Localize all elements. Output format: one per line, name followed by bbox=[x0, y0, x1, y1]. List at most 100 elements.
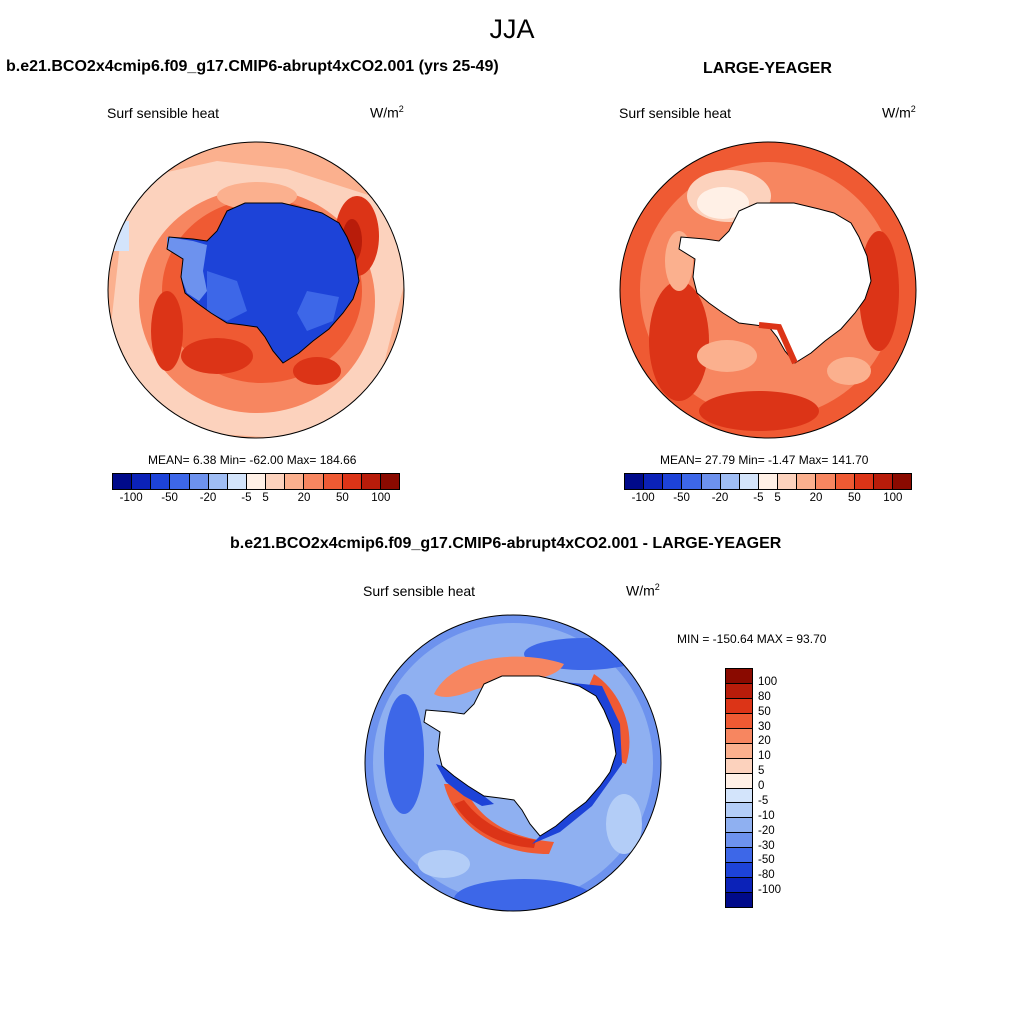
panel-2-map bbox=[619, 141, 917, 439]
panel-3-colorbar-swatch bbox=[726, 698, 752, 714]
panel-3-colorbar-tick-label: -5 bbox=[758, 794, 769, 807]
panel-2-colorbar-tick-label: 20 bbox=[809, 492, 823, 504]
panel-2-colorbar-swatch bbox=[758, 474, 779, 489]
panel-1-stats: MEAN= 6.38 Min= -62.00 Max= 184.66 bbox=[148, 453, 357, 467]
panel-2-colorbar-swatch bbox=[778, 474, 798, 489]
panel-1-colorbar-swatch bbox=[170, 474, 190, 489]
panel-3-colorbar-swatch bbox=[726, 863, 752, 879]
panel-2-colorbar-swatch bbox=[720, 474, 740, 489]
panel-1-colorbar-swatch bbox=[361, 474, 381, 489]
panel-2-variable-label: Surf sensible heat bbox=[619, 105, 732, 121]
panel-3-colorbar-swatch bbox=[726, 788, 752, 804]
panel-3-colorbar-swatch bbox=[726, 758, 752, 774]
panel-3-units: W/m2 bbox=[626, 582, 660, 599]
panel-1-title: b.e21.BCO2x4cmip6.f09_g17.CMIP6-abrupt4x… bbox=[6, 58, 499, 75]
panel-1-colorbar-swatch bbox=[342, 474, 362, 489]
panel-2-colorbar-tick-label: -5 bbox=[753, 492, 764, 504]
panel-3-colorbar-tick-label: 5 bbox=[758, 765, 765, 778]
panel-1-colorbar-tick-label: -100 bbox=[119, 492, 143, 504]
panel-2-stats: MEAN= 27.79 Min= -1.47 Max= 141.70 bbox=[660, 453, 869, 467]
panel-1-colorbar-swatch bbox=[323, 474, 343, 489]
panel-3-colorbar bbox=[725, 668, 753, 908]
panel-1-colorbar-tick-label: 50 bbox=[335, 492, 349, 504]
panel-3-colorbar-tick-label: -50 bbox=[758, 854, 775, 867]
panel-1-colorbar-tick-label: -5 bbox=[241, 492, 252, 504]
panel-1-colorbar-tick-label: 100 bbox=[371, 492, 391, 504]
panel-3-colorbar-tick-label: 0 bbox=[758, 780, 765, 792]
panel-3-colorbar-tick-label: 50 bbox=[758, 705, 771, 718]
panel-1-colorbar-swatch bbox=[285, 474, 305, 489]
panel-3-colorbar-tick-label: 30 bbox=[758, 720, 771, 733]
panel-2-colorbar-tick-label: 100 bbox=[883, 492, 903, 504]
panel-1-colorbar-swatch bbox=[227, 474, 247, 489]
panel-3-colorbar-ticks: 100 80 50 30 20 10 5 0 -5 -10 -20 -30 -50 -80 -100 bbox=[758, 668, 808, 908]
panel-3-colorbar-tick-label: 80 bbox=[758, 690, 771, 703]
panel-1-units: W/m2 bbox=[370, 104, 404, 121]
panel-2-colorbar-tick-label: 50 bbox=[847, 492, 861, 504]
panel-2-title: LARGE-YEAGER bbox=[703, 60, 832, 77]
panel-3-colorbar-swatch bbox=[726, 728, 752, 744]
panel-2-colorbar-swatch bbox=[701, 474, 721, 489]
panel-1-colorbar-swatch bbox=[266, 474, 286, 489]
panel-3-colorbar-swatch bbox=[726, 669, 752, 684]
panel-1-colorbar-ticks: -100 -50 -20 -5 5 20 50 100 bbox=[112, 492, 400, 508]
panel-2-units: W/m2 bbox=[882, 104, 916, 121]
panel-1-colorbar-tick-label: 5 bbox=[262, 492, 269, 504]
panel-2-colorbar-swatch bbox=[873, 474, 893, 489]
panel-1-colorbar-tick-label: -50 bbox=[161, 492, 178, 504]
panel-3-stats: MIN = -150.64 MAX = 93.70 bbox=[677, 632, 827, 646]
panel-3-field bbox=[365, 615, 661, 911]
panel-2-colorbar-tick-label: -50 bbox=[673, 492, 690, 504]
panel-3-colorbar-tick-label: -30 bbox=[758, 839, 775, 852]
panel-1-colorbar-swatch bbox=[151, 474, 171, 489]
panel-2-colorbar-swatch bbox=[682, 474, 702, 489]
panel-2-colorbar-tick-label: 5 bbox=[774, 492, 781, 504]
panel-2-colorbar-swatch bbox=[816, 474, 836, 489]
panel-3-colorbar-tick-label: 100 bbox=[758, 675, 778, 688]
panel-1-field bbox=[108, 142, 404, 438]
panel-3-colorbar-swatch bbox=[726, 743, 752, 759]
panel-3-colorbar-tick-label: 20 bbox=[758, 735, 771, 748]
panel-2-colorbar-swatch bbox=[739, 474, 759, 489]
panel-3-colorbar-swatch bbox=[726, 803, 752, 819]
panel-2-field bbox=[620, 142, 916, 438]
panel-3-colorbar-swatch bbox=[726, 893, 752, 907]
panel-2-colorbar-swatch bbox=[854, 474, 874, 489]
panel-1-colorbar-swatch bbox=[380, 474, 400, 489]
season-title: JJA bbox=[489, 14, 535, 44]
panel-1-colorbar-tick-label: 20 bbox=[297, 492, 311, 504]
panel-2-colorbar-tick-label: -100 bbox=[631, 492, 655, 504]
panel-1-map bbox=[107, 141, 405, 439]
panel-3-colorbar-swatch bbox=[726, 683, 752, 699]
panel-3-colorbar-swatch bbox=[726, 878, 752, 894]
panel-1-colorbar-tick-label: -20 bbox=[199, 492, 217, 504]
panel-3-colorbar-tick-label: 10 bbox=[758, 750, 771, 763]
panel-3-map bbox=[364, 614, 662, 912]
panel-2-colorbar-ticks: -100 -50 -20 -5 5 20 50 100 bbox=[624, 492, 912, 508]
panel-1-colorbar-swatch bbox=[189, 474, 209, 489]
panel-2-colorbar-swatch bbox=[663, 474, 683, 489]
panel-3-colorbar-tick-label: -20 bbox=[758, 824, 775, 837]
panel-1-colorbar bbox=[112, 473, 400, 490]
panel-2-colorbar-swatch bbox=[797, 474, 817, 489]
panel-3-title: b.e21.BCO2x4cmip6.f09_g17.CMIP6-abrupt4x… bbox=[230, 535, 782, 552]
panel-3-colorbar-swatch bbox=[726, 833, 752, 849]
panel-1-colorbar-swatch bbox=[246, 474, 267, 489]
panel-1-colorbar-swatch bbox=[304, 474, 324, 489]
panel-3-variable-label: Surf sensible heat bbox=[363, 583, 476, 599]
panel-3-colorbar-tick-label: -10 bbox=[758, 809, 775, 822]
panel-2-colorbar-swatch bbox=[644, 474, 664, 489]
panel-2-colorbar-swatch bbox=[625, 474, 645, 489]
panel-1-colorbar-swatch bbox=[132, 474, 152, 489]
panel-1-colorbar-swatch bbox=[113, 474, 133, 489]
panel-1-variable-label: Surf sensible heat bbox=[107, 105, 220, 121]
panel-3-colorbar-swatch bbox=[726, 848, 752, 864]
panel-3-colorbar-swatch bbox=[726, 713, 752, 729]
panel-3-colorbar-swatch bbox=[726, 773, 752, 789]
panel-2-colorbar-tick-label: -20 bbox=[711, 492, 729, 504]
panel-3-colorbar-swatch bbox=[726, 818, 752, 834]
panel-2-colorbar-swatch bbox=[892, 474, 912, 489]
panel-3-colorbar-tick-label: -100 bbox=[758, 884, 782, 897]
panel-1-colorbar-swatch bbox=[208, 474, 228, 489]
panel-3-colorbar-tick-label: -80 bbox=[758, 869, 775, 882]
